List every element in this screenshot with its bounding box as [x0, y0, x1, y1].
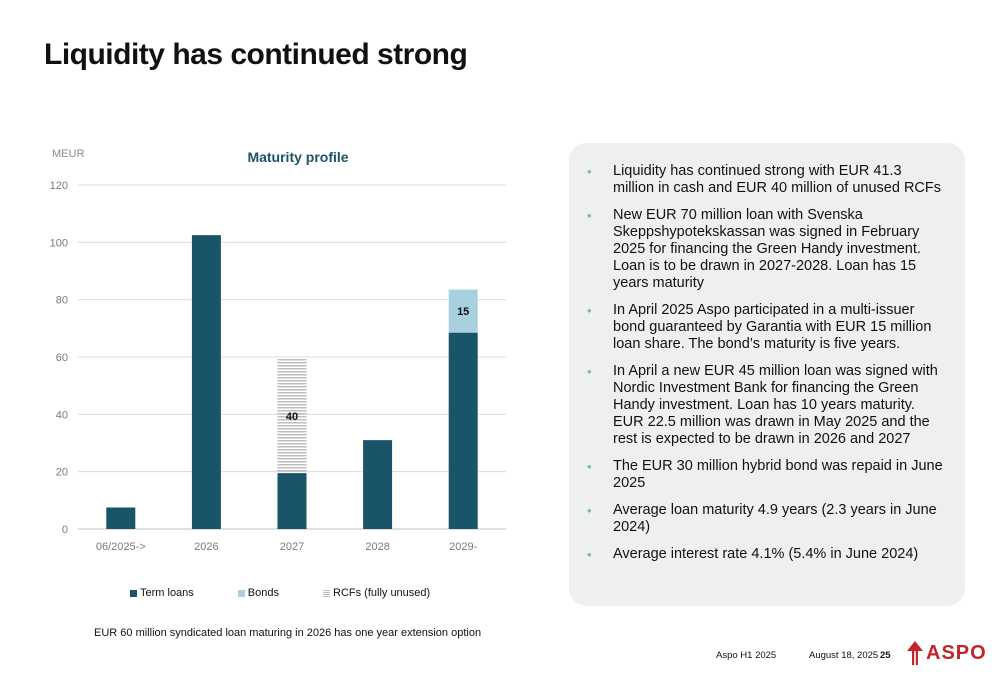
- legend-label: Bonds: [247, 587, 279, 599]
- bullet-text: New EUR 70 million loan with Svenska Ske…: [613, 207, 921, 291]
- chart-title: Maturity profile: [247, 149, 349, 165]
- info-panel: • Liquidity has continued strong with EUR…: [569, 143, 965, 606]
- list-item: • Liquidity has continued strong with EUR…: [587, 163, 945, 197]
- bullet-icon: •: [587, 303, 592, 318]
- bullet-text: In April a new EUR 45 million loan was s…: [613, 363, 938, 447]
- bullet-text: Liquidity has continued strong with EUR …: [613, 163, 942, 196]
- bullet-icon: •: [587, 164, 592, 179]
- legend-label: RCFs (fully unused): [333, 587, 431, 599]
- list-item: • In April 2025 Aspo participated in a mu…: [587, 302, 945, 353]
- y-tick-label: 60: [56, 352, 68, 364]
- y-tick-label: 80: [56, 295, 68, 307]
- aspo-arrow-icon: [907, 641, 923, 665]
- legend-label: Term loans: [140, 587, 194, 599]
- bar-segment: [448, 332, 478, 529]
- bar-segment: [448, 289, 478, 333]
- maturity-profile-chart: 0 20 40 60 80 100 120 06/2025-> 2026 40 2027 2028 15…: [40, 140, 540, 610]
- bar-segment: [363, 440, 393, 529]
- x-tick-label: 2029-: [449, 541, 477, 553]
- bullet-text: The EUR 30 million hybrid bond was repai…: [613, 458, 943, 491]
- y-tick-label: 0: [62, 524, 68, 536]
- footer-report-name: Aspo H1 2025: [716, 650, 777, 661]
- list-item: • The EUR 30 million hybrid bond was repa…: [587, 458, 945, 492]
- y-tick-label: 120: [50, 180, 68, 192]
- list-item: • Average loan maturity 4.9 years (2.3 ye…: [587, 502, 945, 536]
- bar-segment: [277, 473, 307, 529]
- y-tick-label: 100: [50, 237, 68, 249]
- data-label: 40: [286, 411, 298, 423]
- x-tick-label: 2028: [365, 541, 389, 553]
- data-label: 15: [457, 306, 469, 318]
- bullet-text: In April 2025 Aspo participated in a mul…: [613, 302, 932, 352]
- bullet-icon: •: [587, 364, 592, 379]
- logo-text: ASPO: [926, 641, 987, 664]
- list-item: • New EUR 70 million loan with Svenska Sk…: [587, 207, 945, 292]
- bullet-list: • Liquidity has continued strong with EUR…: [587, 163, 945, 563]
- y-tick-label: 40: [56, 409, 68, 421]
- chart-legend: Term loans Bonds RCFs (fully unused): [130, 587, 474, 599]
- legend-swatch-bonds: [237, 589, 245, 597]
- unit-label: MEUR: [52, 148, 85, 160]
- bullet-icon: •: [587, 459, 592, 474]
- x-tick-label: 06/2025->: [96, 541, 146, 553]
- chart-canvas: 0 20 40 60 80 100 120 06/2025-> 2026 40 2027 2028 15…: [50, 180, 506, 553]
- legend-item-term-loans: Term loans: [130, 587, 194, 599]
- legend-swatch-term-loans: [130, 589, 137, 597]
- x-tick-label: 2026: [194, 541, 218, 553]
- list-item: • Average interest rate 4.1% (5.4% in Jun…: [587, 546, 945, 563]
- footer-date: August 18, 2025: [809, 650, 879, 661]
- chart-footnote: EUR 60 million syndicated loan maturing …: [94, 627, 482, 639]
- legend-swatch-rcfs: [323, 589, 330, 597]
- bullet-text: Average interest rate 4.1% (5.4% in June…: [613, 546, 919, 562]
- bar-segment: [191, 235, 221, 529]
- bullet-icon: •: [587, 208, 592, 223]
- bullet-icon: •: [587, 503, 592, 518]
- bar-segment: [277, 358, 307, 474]
- bullet-icon: •: [587, 547, 592, 562]
- bar-segment: [106, 507, 136, 529]
- y-tick-label: 20: [56, 467, 68, 479]
- legend-item-rcfs: RCFs (fully unused): [323, 587, 430, 599]
- x-tick-label: 2027: [280, 541, 304, 553]
- page-number: 25: [880, 650, 891, 661]
- aspo-logo: ASPO: [906, 640, 987, 666]
- bullet-text: Average loan maturity 4.9 years (2.3 yea…: [613, 502, 937, 535]
- legend-item-bonds: Bonds: [237, 587, 279, 599]
- list-item: • In April a new EUR 45 million loan was …: [587, 363, 945, 448]
- page-title: Liquidity has continued strong: [44, 38, 468, 71]
